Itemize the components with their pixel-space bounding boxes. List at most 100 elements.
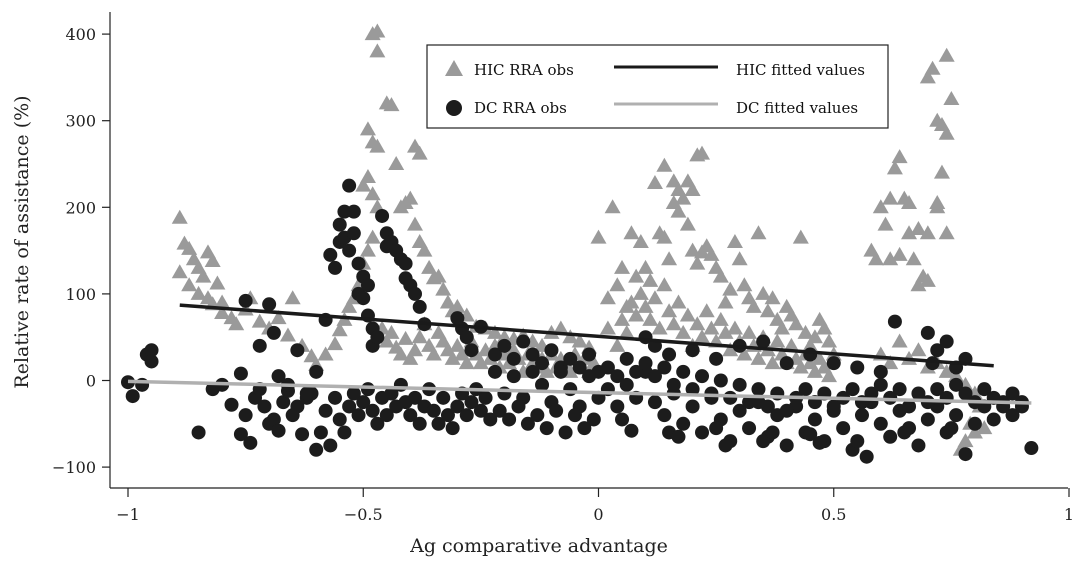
dc-point bbox=[191, 425, 206, 440]
hic-point bbox=[599, 290, 616, 305]
dc-point bbox=[949, 377, 964, 392]
hic-point bbox=[614, 311, 631, 326]
hic-point bbox=[750, 350, 767, 365]
hic-point bbox=[590, 229, 607, 244]
dc-point bbox=[713, 373, 728, 388]
dc-point bbox=[295, 427, 310, 442]
hic-point bbox=[905, 251, 922, 266]
x-tick-label: −1 bbox=[116, 505, 140, 524]
hic-point bbox=[684, 181, 701, 196]
dc-point bbox=[742, 395, 757, 410]
hic-point bbox=[679, 216, 696, 231]
dc-point bbox=[854, 408, 869, 423]
dc-point bbox=[845, 382, 860, 397]
hic-point bbox=[637, 298, 654, 313]
hic-point bbox=[891, 149, 908, 164]
hic-point bbox=[882, 251, 899, 266]
hic-point bbox=[195, 268, 212, 283]
hic-point bbox=[646, 290, 663, 305]
dc-point bbox=[313, 425, 328, 440]
hic-point bbox=[642, 311, 659, 326]
hic-point bbox=[538, 363, 555, 378]
dc-point bbox=[615, 412, 630, 427]
dc-point bbox=[487, 364, 502, 379]
hic-point bbox=[661, 303, 678, 318]
dc-point bbox=[779, 356, 794, 371]
dc-point bbox=[436, 390, 451, 405]
hic-point bbox=[792, 359, 809, 374]
dc-point bbox=[266, 412, 281, 427]
hic-point bbox=[679, 307, 696, 322]
dc-point bbox=[563, 382, 578, 397]
dc-point bbox=[262, 297, 277, 312]
hic-point bbox=[773, 320, 790, 335]
hic-point bbox=[891, 246, 908, 261]
hic-point bbox=[411, 329, 428, 344]
dc-point bbox=[506, 351, 521, 366]
hic-point bbox=[901, 225, 918, 240]
dc-point bbox=[290, 399, 305, 414]
dc-point bbox=[464, 343, 479, 358]
dc-point bbox=[671, 429, 686, 444]
hic-point bbox=[623, 225, 640, 240]
dc-point bbox=[144, 343, 159, 358]
hic-point bbox=[670, 294, 687, 309]
dc-point bbox=[657, 408, 672, 423]
hic-point bbox=[882, 355, 899, 370]
dc-point bbox=[459, 330, 474, 345]
dc-point bbox=[685, 343, 700, 358]
hic-point bbox=[204, 252, 221, 267]
dc-point bbox=[233, 366, 248, 381]
dc-point bbox=[742, 421, 757, 436]
dc-point bbox=[426, 403, 441, 418]
hic-point bbox=[736, 277, 753, 292]
hic-point bbox=[279, 327, 296, 342]
hic-point bbox=[712, 268, 729, 283]
hic-point bbox=[717, 324, 734, 339]
dc-point bbox=[864, 386, 879, 401]
hic-point bbox=[882, 190, 899, 205]
dc-point bbox=[266, 325, 281, 340]
hic-point bbox=[929, 194, 946, 209]
dc-point bbox=[323, 247, 338, 262]
hic-point bbox=[816, 320, 833, 335]
hic-point bbox=[722, 342, 739, 357]
hic-point bbox=[938, 363, 955, 378]
hic-point bbox=[425, 346, 442, 361]
hic-point bbox=[694, 329, 711, 344]
dc-point bbox=[487, 347, 502, 362]
dc-point bbox=[798, 382, 813, 397]
hic-point bbox=[792, 229, 809, 244]
dc-point bbox=[360, 278, 375, 293]
dc-point bbox=[826, 356, 841, 371]
hic-point bbox=[726, 320, 743, 335]
hic-point bbox=[251, 313, 268, 328]
dc-point bbox=[398, 256, 413, 271]
hic-point bbox=[628, 307, 645, 322]
hic-point bbox=[731, 251, 748, 266]
dc-point bbox=[610, 399, 625, 414]
hic-point bbox=[632, 285, 649, 300]
y-tick-label: −100 bbox=[52, 458, 96, 477]
hic-point bbox=[388, 156, 405, 170]
hic-point bbox=[712, 311, 729, 326]
hic-point bbox=[190, 285, 207, 300]
dc-point bbox=[365, 403, 380, 418]
hic-point bbox=[369, 23, 386, 38]
y-tick-label: 0 bbox=[86, 372, 96, 391]
dc-point bbox=[478, 390, 493, 405]
dc-point bbox=[958, 386, 973, 401]
dc-point bbox=[492, 403, 507, 418]
dc-point bbox=[332, 217, 347, 232]
dc-point bbox=[224, 397, 239, 412]
legend-hic-obs-marker bbox=[445, 60, 463, 76]
dc-point bbox=[939, 334, 954, 349]
hic-point bbox=[364, 186, 381, 201]
hic-point bbox=[919, 69, 936, 84]
dc-point bbox=[440, 408, 455, 423]
dc-point bbox=[695, 425, 710, 440]
dc-point bbox=[567, 408, 582, 423]
dc-point bbox=[930, 343, 945, 358]
legend-hic-fit-label: HIC fitted values bbox=[736, 61, 865, 79]
